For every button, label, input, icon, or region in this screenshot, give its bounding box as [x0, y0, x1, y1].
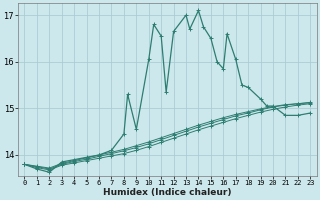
X-axis label: Humidex (Indice chaleur): Humidex (Indice chaleur): [103, 188, 232, 197]
